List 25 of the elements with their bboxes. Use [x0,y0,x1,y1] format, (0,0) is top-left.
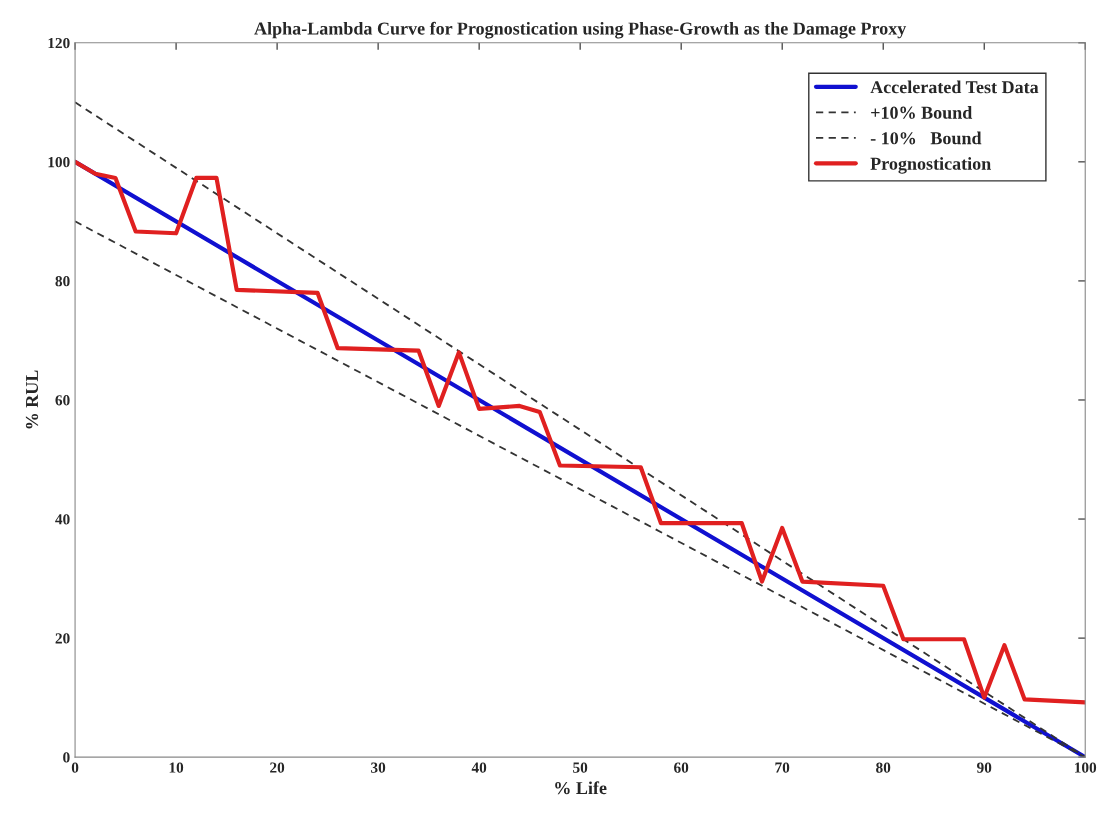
y-axis-title: % RUL [25,370,39,429]
y-tick-label: 120 [48,37,70,49]
y-tick-label: 20 [55,633,70,644]
x-tick-label: 80 [876,762,891,773]
x-tick-label: 100 [1075,762,1097,773]
y-tick-label: 100 [48,157,70,168]
x-tick-label: 20 [270,762,285,773]
chart-title: Alpha-Lambda Curve for Prognostication using Phase-Growth as the Damage Proxy [254,21,907,39]
legend-label: - 10% Bound [870,131,982,145]
y-tick-label: 80 [55,276,70,287]
y-tick-label: 60 [55,395,70,406]
x-tick-label: 90 [976,762,992,773]
x-tick-label: 30 [371,762,386,773]
y-tick-label: 0 [63,752,70,763]
legend-label: Accelerated Test Data [870,80,1039,94]
legend-label: Prognostication [870,157,991,174]
x-tick-label: 10 [169,762,184,773]
x-tick-label: 40 [471,762,487,773]
legend-label: +10% Bound [871,106,973,119]
y-tick-label: 40 [55,514,70,525]
x-tick-label: 0 [71,762,79,773]
x-tick-label: 70 [775,762,790,773]
x-tick-label: 60 [674,762,689,773]
x-axis-title: % Life [555,781,607,795]
x-tick-label: 50 [573,762,588,773]
